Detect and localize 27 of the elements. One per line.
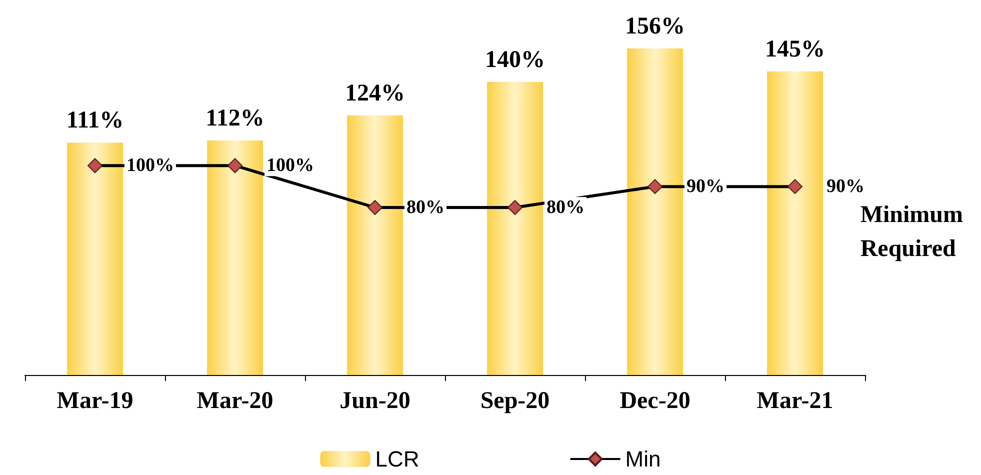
- data-label: 100%: [266, 155, 314, 176]
- x-tick-label: Dec-20: [620, 388, 690, 414]
- x-tick-label: Mar-20: [196, 388, 274, 414]
- legend-label: Min: [625, 446, 661, 472]
- bar: [627, 48, 683, 375]
- bar: [207, 140, 263, 375]
- legend-label: LCR: [375, 446, 420, 472]
- x-tick-label: Mar-19: [56, 388, 134, 414]
- data-label: 111%: [66, 108, 124, 134]
- x-tick-label: Jun-20: [340, 388, 410, 414]
- x-tick-label: Sep-20: [480, 388, 550, 414]
- data-label: 156%: [625, 13, 685, 40]
- x-tick-label: Mar-21: [756, 388, 834, 414]
- data-label: 90%: [826, 176, 864, 198]
- data-label: 140%: [485, 46, 545, 73]
- bar: [487, 82, 543, 375]
- annotation: Minimum Required: [860, 202, 964, 262]
- data-label: 90%: [686, 176, 724, 198]
- bar: [767, 71, 823, 375]
- bar: [347, 115, 403, 375]
- data-label: 80%: [406, 197, 444, 218]
- data-label: 145%: [765, 36, 825, 62]
- data-label: 100%: [126, 155, 174, 176]
- data-label: 112%: [206, 106, 264, 132]
- data-label: 124%: [345, 80, 405, 106]
- data-label: 80%: [546, 197, 584, 218]
- bar: [67, 142, 123, 375]
